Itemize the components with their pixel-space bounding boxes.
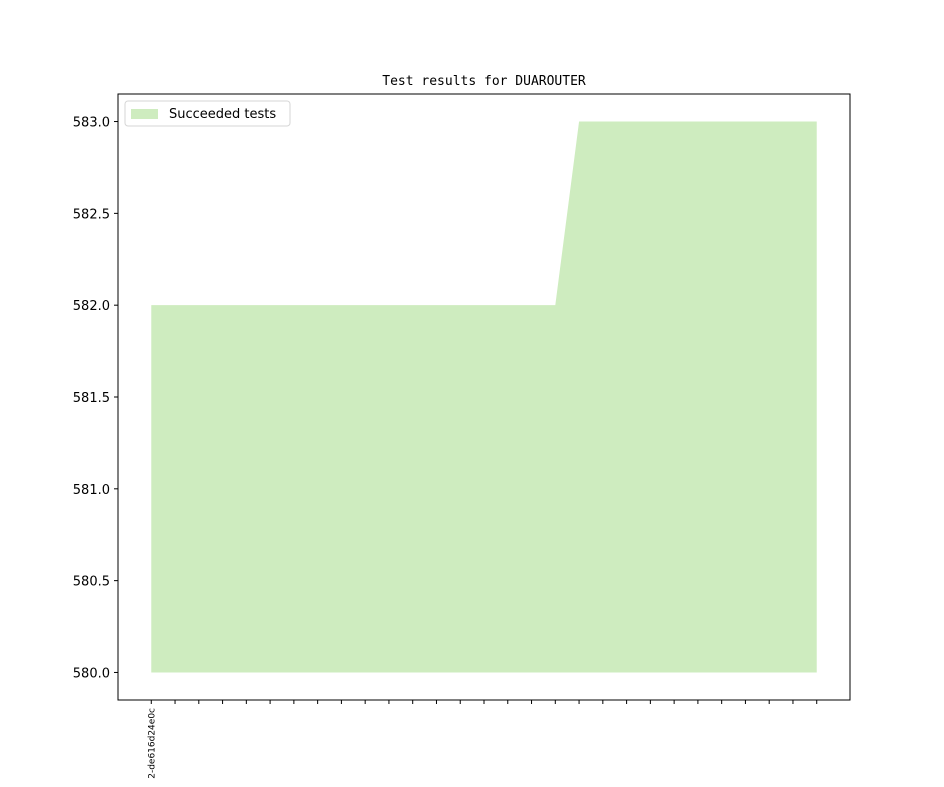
y-tick-label: 582.5 xyxy=(73,207,110,222)
y-tick-label: 582.0 xyxy=(73,299,110,314)
legend-box xyxy=(124,100,291,127)
y-tick-label: 580.5 xyxy=(73,575,110,590)
y-tick-label: 580.0 xyxy=(73,666,110,681)
y-tick-label: 581.0 xyxy=(73,483,110,498)
y-tick-label: 583.0 xyxy=(73,116,110,131)
legend-label: Succeeded tests xyxy=(169,107,276,122)
area xyxy=(151,121,817,673)
chart-title: Test results for DUAROUTER xyxy=(382,74,586,89)
y-tick-label: 581.5 xyxy=(73,391,110,406)
legend-swatch xyxy=(131,109,158,119)
x-tick-label: 2-de616d24e0c xyxy=(147,708,157,779)
